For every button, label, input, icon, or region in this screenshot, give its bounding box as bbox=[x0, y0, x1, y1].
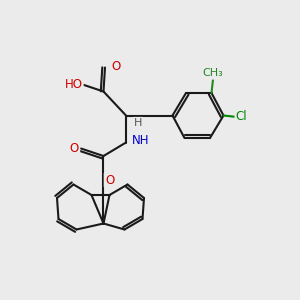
Text: NH: NH bbox=[132, 134, 150, 148]
Text: CH₃: CH₃ bbox=[202, 68, 224, 79]
Text: Cl: Cl bbox=[236, 110, 247, 124]
Text: O: O bbox=[111, 59, 120, 73]
Text: O: O bbox=[70, 142, 79, 155]
Text: HO: HO bbox=[64, 77, 82, 91]
Text: H: H bbox=[134, 118, 142, 128]
Text: O: O bbox=[105, 173, 114, 187]
